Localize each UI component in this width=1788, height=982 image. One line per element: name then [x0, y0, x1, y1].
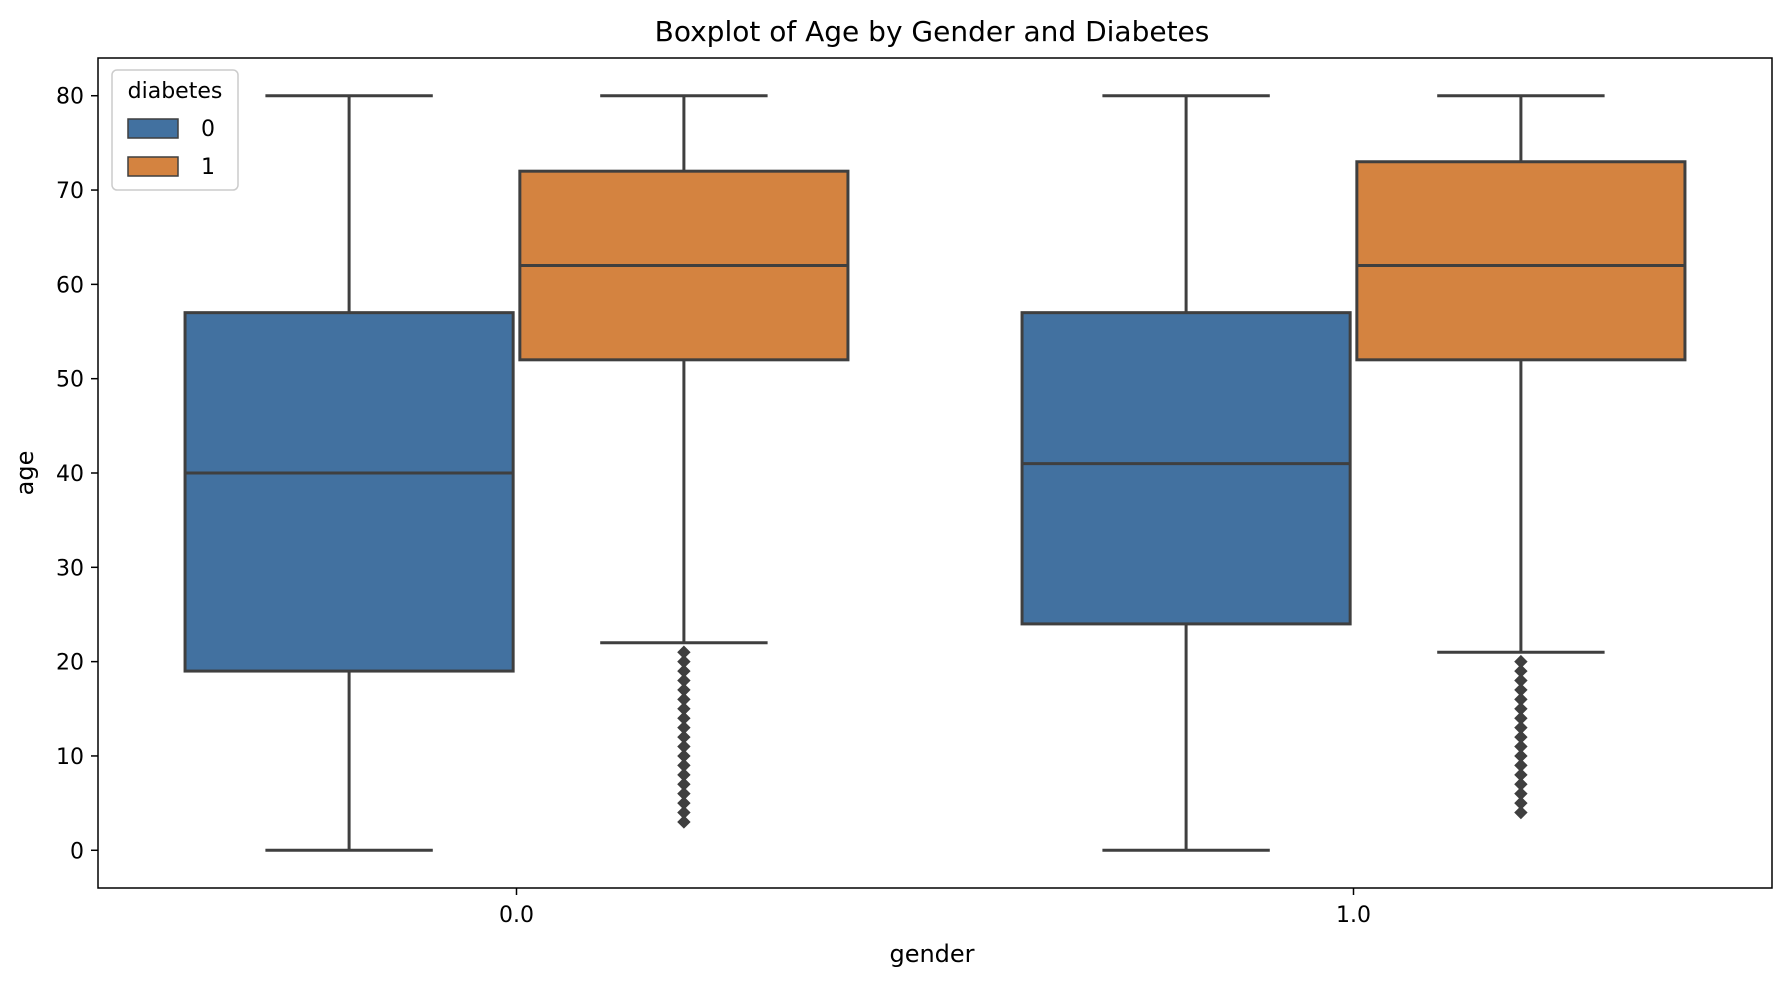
- chart-title: Boxplot of Age by Gender and Diabetes: [655, 15, 1210, 48]
- plot-frame: [97, 57, 1773, 889]
- legend-swatch-0: [127, 118, 179, 139]
- y-tick-label: 70: [56, 179, 84, 204]
- legend-title: diabetes: [128, 79, 223, 104]
- outlier-point: [1514, 805, 1528, 820]
- box-series-0-gender-1.0: [1020, 94, 1352, 852]
- y-axis-label: age: [11, 451, 39, 496]
- y-tick-label: 50: [56, 368, 84, 393]
- y-tick-label: 40: [56, 462, 84, 487]
- x-axis-label: gender: [889, 940, 974, 968]
- y-tick-label: 10: [56, 745, 84, 770]
- iqr-box: [183, 311, 515, 673]
- box-series-1-gender-0.0: [518, 94, 850, 829]
- legend-label-0: 0: [201, 117, 215, 142]
- y-tick-label: 0: [70, 839, 84, 864]
- legend: diabetes 0 1: [111, 69, 239, 191]
- x-tick-label: 0.0: [499, 903, 534, 928]
- x-tick-label: 1.0: [1336, 903, 1371, 928]
- iqr-box: [1355, 160, 1687, 362]
- box-series-0-gender-0.0: [183, 94, 515, 852]
- outlier-point: [677, 815, 691, 829]
- y-tick-label: 30: [56, 556, 84, 581]
- y-tick-label: 60: [56, 273, 84, 298]
- legend-swatch-1: [127, 156, 179, 177]
- box-series-1-gender-1.0: [1355, 94, 1687, 820]
- legend-label-1: 1: [201, 155, 215, 180]
- y-tick-label: 80: [56, 85, 84, 110]
- iqr-box: [1020, 311, 1352, 626]
- y-tick-label: 20: [56, 651, 84, 676]
